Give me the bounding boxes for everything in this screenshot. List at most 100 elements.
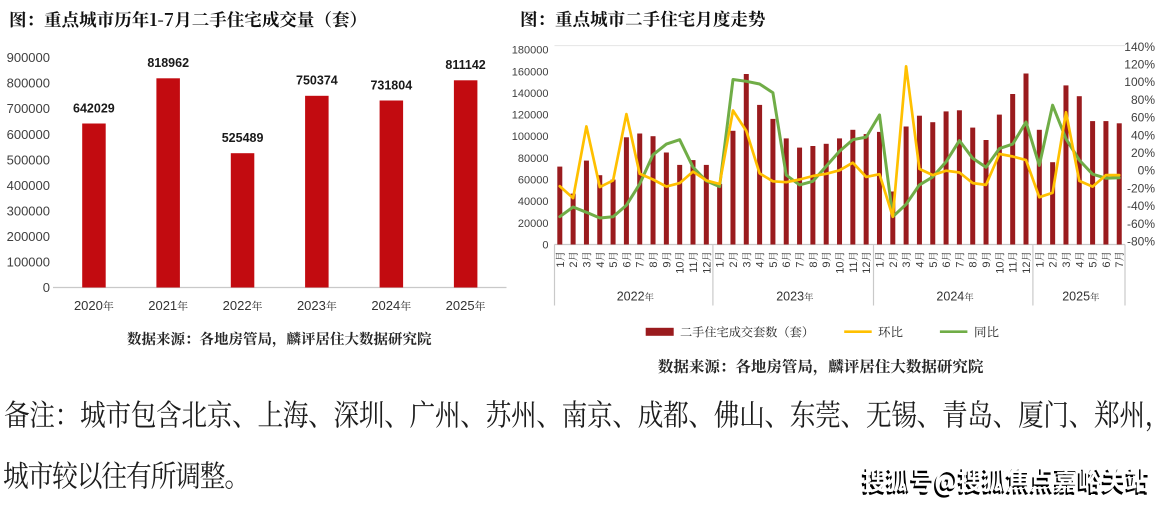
svg-text:11月: 11月: [688, 251, 700, 273]
svg-text:20%: 20%: [1131, 146, 1155, 160]
svg-text:642029: 642029: [73, 101, 115, 115]
svg-text:5月: 5月: [928, 251, 940, 268]
svg-text:2020年: 2020年: [74, 298, 114, 313]
svg-text:0: 0: [43, 280, 50, 295]
svg-text:10月: 10月: [994, 251, 1006, 274]
svg-text:5月: 5月: [1088, 251, 1100, 268]
svg-text:环比: 环比: [878, 323, 904, 341]
svg-text:200000: 200000: [7, 229, 50, 244]
svg-text:9月: 9月: [661, 251, 673, 268]
svg-text:2025年: 2025年: [1062, 290, 1100, 304]
svg-text:3月: 3月: [741, 251, 753, 268]
svg-text:5月: 5月: [768, 251, 780, 268]
svg-text:7月: 7月: [1114, 251, 1126, 268]
svg-text:60000: 60000: [518, 175, 549, 187]
svg-text:300000: 300000: [7, 203, 50, 218]
svg-text:100000: 100000: [7, 255, 50, 270]
svg-text:8月: 8月: [808, 251, 820, 268]
svg-text:7月: 7月: [954, 251, 966, 268]
svg-text:9月: 9月: [821, 251, 833, 268]
svg-text:同比: 同比: [974, 323, 1000, 341]
svg-text:120000: 120000: [512, 110, 549, 122]
svg-text:80000: 80000: [518, 153, 549, 165]
svg-text:2025年: 2025年: [446, 298, 486, 313]
svg-text:0: 0: [542, 240, 548, 252]
svg-text:5月: 5月: [608, 251, 620, 268]
svg-text:备注：城市包含北京、上海、深圳、广州、苏州、南京、成都、佛山: 备注：城市包含北京、上海、深圳、广州、苏州、南京、成都、佛山、东莞、无锡、青岛、…: [4, 391, 1170, 434]
svg-text:3月: 3月: [901, 251, 913, 268]
svg-text:搜狐号@搜狐焦点嘉峪关站: 搜狐号@搜狐焦点嘉峪关站: [861, 462, 1148, 501]
svg-text:4月: 4月: [1074, 251, 1086, 268]
svg-text:9月: 9月: [981, 251, 993, 268]
svg-text:180000: 180000: [512, 45, 549, 57]
svg-text:12月: 12月: [1021, 251, 1033, 274]
svg-text:2023年: 2023年: [297, 298, 337, 313]
svg-text:2月: 2月: [888, 251, 900, 268]
svg-text:1月: 1月: [1034, 251, 1046, 268]
svg-text:搜狐号@搜狐焦点嘉峪关站: 搜狐号@搜狐焦点嘉峪关站: [863, 459, 1150, 498]
svg-text:8月: 8月: [968, 251, 980, 268]
svg-text:400000: 400000: [7, 178, 50, 193]
svg-text:11月: 11月: [848, 251, 860, 273]
svg-text:100%: 100%: [1124, 75, 1155, 89]
svg-text:2024年: 2024年: [371, 298, 411, 313]
svg-text:0%: 0%: [1138, 164, 1156, 178]
svg-text:-80%: -80%: [1127, 235, 1155, 249]
svg-text:750374: 750374: [296, 74, 338, 88]
svg-text:3月: 3月: [1061, 251, 1073, 268]
svg-text:4月: 4月: [914, 251, 926, 268]
svg-text:2021年: 2021年: [148, 298, 188, 313]
svg-text:二手住宅成交套数（套）: 二手住宅成交套数（套）: [680, 324, 814, 341]
svg-text:1月: 1月: [715, 251, 727, 268]
svg-text:160000: 160000: [512, 66, 549, 78]
svg-text:6月: 6月: [621, 251, 633, 268]
svg-text:2月: 2月: [1048, 251, 1060, 268]
svg-text:6月: 6月: [1101, 251, 1113, 268]
svg-text:140%: 140%: [1124, 40, 1155, 54]
svg-text:818962: 818962: [147, 56, 189, 70]
svg-text:-60%: -60%: [1127, 217, 1155, 231]
svg-text:图：重点城市二手住宅月度走势: 图：重点城市二手住宅月度走势: [520, 7, 766, 32]
svg-text:900000: 900000: [7, 50, 50, 65]
svg-text:3月: 3月: [581, 251, 593, 268]
svg-text:6月: 6月: [781, 251, 793, 268]
svg-text:800000: 800000: [7, 76, 50, 91]
svg-text:图：重点城市历年1-7月二手住宅成交量（套）: 图：重点城市历年1-7月二手住宅成交量（套）: [9, 7, 367, 32]
svg-text:城市较以往有所调整。: 城市较以往有所调整。: [3, 452, 250, 495]
svg-text:4月: 4月: [755, 251, 767, 268]
svg-text:60%: 60%: [1131, 111, 1155, 125]
svg-text:1月: 1月: [555, 251, 567, 268]
svg-text:2月: 2月: [568, 251, 580, 268]
svg-text:7月: 7月: [795, 251, 807, 268]
svg-text:731804: 731804: [370, 78, 412, 92]
svg-text:12月: 12月: [701, 251, 713, 274]
svg-text:525489: 525489: [222, 131, 264, 145]
svg-text:11月: 11月: [1008, 251, 1020, 273]
svg-text:10月: 10月: [835, 251, 847, 274]
svg-text:700000: 700000: [7, 101, 50, 116]
svg-text:6月: 6月: [941, 251, 953, 268]
svg-text:10月: 10月: [675, 251, 687, 274]
svg-text:20000: 20000: [518, 218, 549, 230]
svg-text:数据来源：各地房管局，麟评居住大数据研究院: 数据来源：各地房管局，麟评居住大数据研究院: [127, 328, 432, 349]
svg-text:811142: 811142: [445, 58, 485, 72]
svg-text:-40%: -40%: [1127, 199, 1155, 213]
svg-text:40%: 40%: [1131, 128, 1155, 142]
svg-text:40000: 40000: [518, 196, 549, 208]
svg-text:100000: 100000: [512, 131, 549, 143]
svg-text:600000: 600000: [7, 127, 50, 142]
svg-text:-20%: -20%: [1127, 181, 1155, 195]
svg-text:2022年: 2022年: [223, 298, 263, 313]
svg-text:80%: 80%: [1131, 93, 1155, 107]
svg-text:140000: 140000: [512, 88, 549, 100]
svg-text:2022年: 2022年: [617, 290, 655, 304]
svg-text:2月: 2月: [728, 251, 740, 268]
svg-text:2024年: 2024年: [936, 290, 974, 304]
svg-text:1月: 1月: [875, 251, 887, 268]
svg-text:7月: 7月: [635, 251, 647, 268]
svg-text:4月: 4月: [595, 251, 607, 268]
svg-text:2023年: 2023年: [776, 290, 814, 304]
svg-text:数据来源：各地房管局，麟评居住大数据研究院: 数据来源：各地房管局，麟评居住大数据研究院: [658, 355, 984, 377]
svg-text:8月: 8月: [648, 251, 660, 268]
svg-text:120%: 120%: [1124, 58, 1155, 72]
